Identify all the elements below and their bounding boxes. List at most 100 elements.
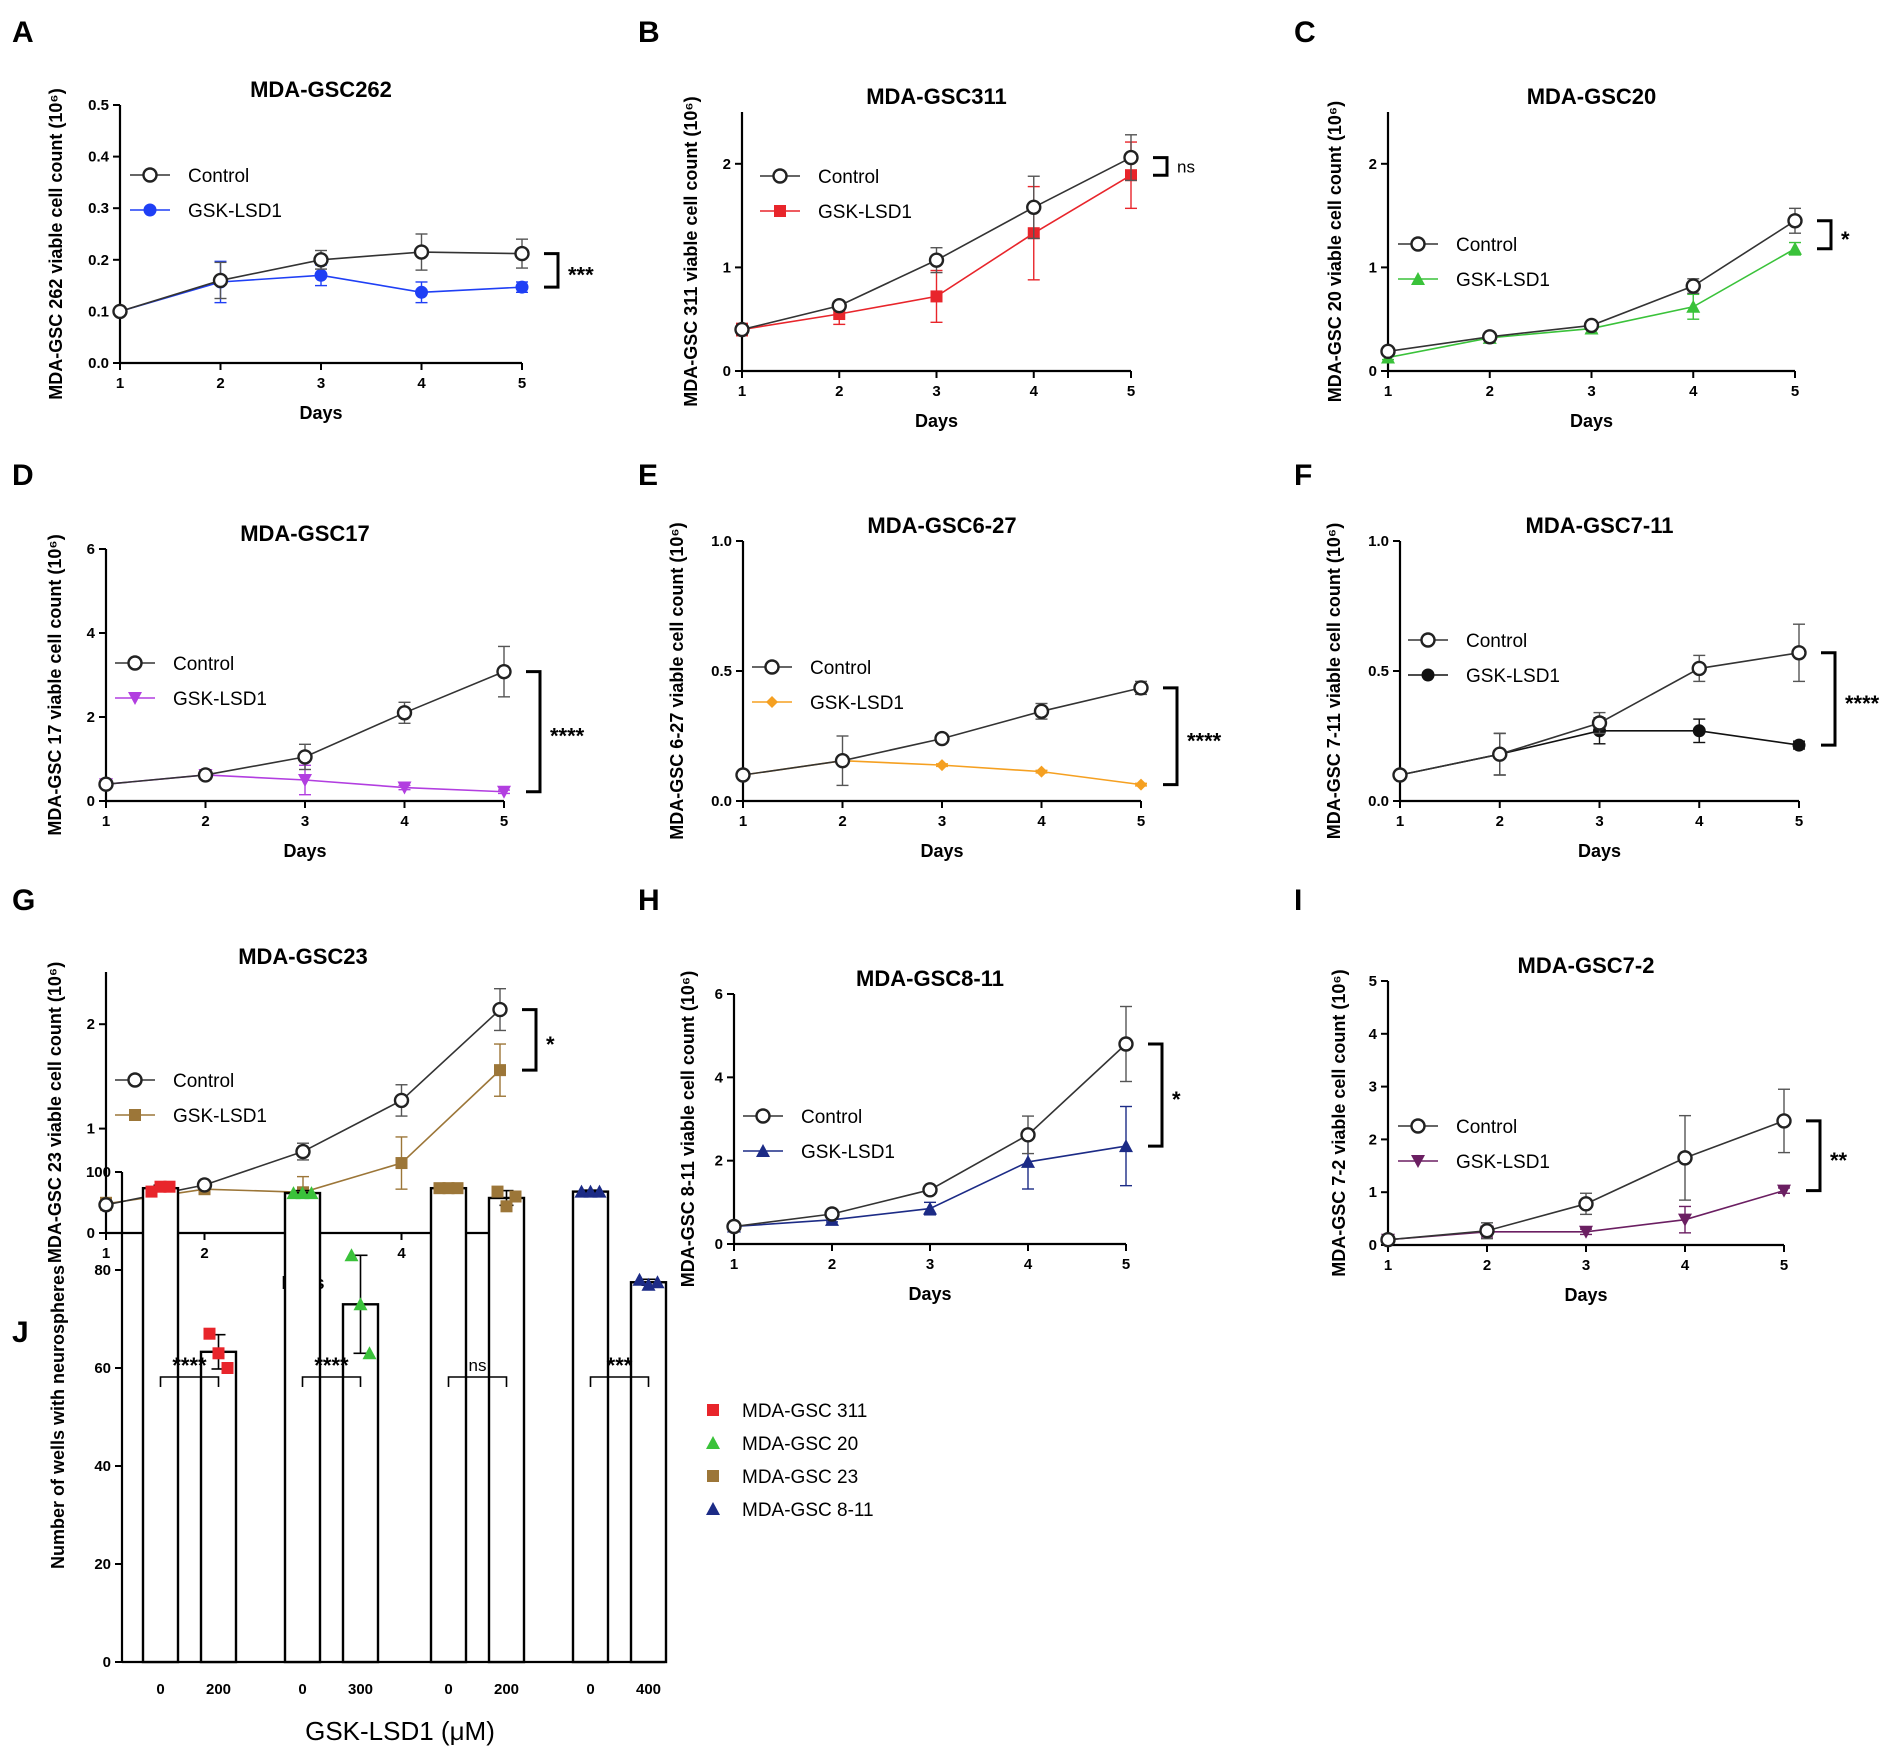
data-point	[1692, 724, 1706, 738]
y-axis-label: MDA-GSC 262 viable cell count (10⁶)	[46, 88, 66, 399]
y-axis-label: MDA-GSC 8-11 viable cell count (10⁶)	[678, 971, 698, 1287]
x-tick-label: 1	[1396, 813, 1404, 830]
x-tick-label: 4	[1689, 383, 1698, 400]
data-point	[583, 1184, 598, 1198]
y-tick-label: 80	[94, 1262, 111, 1279]
data-point	[734, 321, 750, 338]
data-point	[1578, 1196, 1594, 1212]
y-axis-label: MDA-GSC 17 viable cell count (10⁶)	[45, 534, 65, 835]
data-point	[496, 663, 512, 680]
legend-marker	[142, 167, 158, 183]
data-point	[491, 1185, 504, 1198]
data-point	[304, 1186, 319, 1200]
y-tick-label: 6	[715, 986, 723, 1003]
significance-bracket	[1806, 1119, 1822, 1193]
legend-marker	[766, 696, 778, 708]
data-point	[934, 730, 950, 747]
data-point	[1033, 703, 1050, 719]
x-tick-label: 200	[494, 1681, 519, 1698]
legend-label: Control	[1456, 235, 1517, 256]
x-tick-label: 1	[102, 1245, 110, 1262]
x-tick-label: 5	[500, 813, 508, 830]
y-tick-label: 2	[87, 1016, 95, 1033]
legend-label: GSK-LSD1	[1456, 270, 1550, 291]
series-line-0	[1387, 1120, 1785, 1241]
data-point	[497, 785, 511, 799]
x-tick-label: 2	[838, 813, 846, 830]
x-tick-label: 2	[1483, 1257, 1491, 1274]
significance-label: *	[1172, 1087, 1181, 1112]
bar	[283, 1191, 322, 1664]
x-tick-label: 2	[201, 813, 209, 830]
x-tick-label: 4	[400, 813, 409, 830]
legend-label: Control	[188, 166, 249, 187]
data-point	[726, 1218, 742, 1235]
data-point	[1119, 1139, 1133, 1153]
chart-title: MDA-GSC8-11	[856, 966, 1004, 991]
y-tick-label: 4	[87, 625, 96, 642]
legend-label: GSK-LSD1	[810, 693, 904, 714]
x-tick-label: 0	[298, 1681, 306, 1698]
data-point	[197, 767, 214, 783]
y-axis-label: MDA-GSC 7-11 viable cell count (10⁶)	[1324, 523, 1344, 839]
y-tick-label: 1	[87, 1121, 95, 1138]
y-tick-label: 0	[1369, 1237, 1377, 1254]
x-tick-label: 1	[102, 813, 110, 830]
x-tick-label: 4	[1695, 813, 1704, 830]
y-tick-label: 40	[94, 1458, 111, 1475]
y-tick-label: 0.2	[88, 252, 109, 269]
data-point	[98, 1197, 114, 1213]
y-tick-label: 2	[87, 709, 95, 726]
data-point	[344, 1248, 359, 1262]
data-point	[1776, 1113, 1792, 1129]
data-point	[112, 303, 128, 320]
legend-marker	[1421, 668, 1435, 682]
significance-label: ns	[469, 1356, 487, 1375]
data-point	[834, 753, 851, 769]
y-tick-label: 0	[103, 1654, 111, 1671]
data-point	[298, 774, 312, 787]
x-tick-label: 2	[200, 1245, 208, 1262]
y-axis-label: Number of wells with neurospheres	[48, 1265, 68, 1569]
y-tick-label: 0.5	[88, 97, 109, 114]
x-tick-label: 0	[156, 1681, 164, 1698]
panel-e: E MDA-GSC6-27 1 2 3 4 5 0.0 0.5 1.0 Days MDA-GSC 6-…	[638, 459, 1222, 861]
legend-marker	[1410, 1118, 1426, 1134]
data-point	[1583, 317, 1600, 334]
significance-bracket	[1163, 686, 1179, 787]
significance-label: ****	[550, 724, 585, 749]
data-point	[1118, 1036, 1134, 1052]
legend-label: GSK-LSD1	[173, 689, 267, 710]
significance-label: ***	[607, 1353, 633, 1378]
legend-label: MDA-GSC 20	[742, 1434, 858, 1455]
significance-bracket	[1148, 1042, 1164, 1148]
x-tick-label: 2	[216, 375, 224, 392]
legend-label: GSK-LSD1	[188, 201, 282, 222]
y-tick-label: 2	[1369, 1131, 1377, 1148]
data-point	[353, 1297, 368, 1311]
data-point	[1787, 213, 1803, 229]
chart-title: MDA-GSC6-27	[867, 513, 1016, 538]
y-tick-label: 0	[87, 793, 95, 810]
x-tick-label: 1	[1384, 1257, 1392, 1274]
significance-label: ****	[1845, 691, 1880, 716]
legend-label: Control	[1466, 631, 1527, 652]
x-axis-label: Days	[915, 411, 958, 431]
significance-bracket	[447, 1376, 508, 1387]
bar	[199, 1350, 238, 1664]
x-tick-label: 4	[1681, 1257, 1690, 1274]
x-tick-label: 400	[636, 1681, 661, 1698]
significance-bracket	[522, 1008, 538, 1072]
x-axis-label: Days	[1570, 411, 1613, 431]
series-line-0	[105, 1008, 501, 1206]
data-point	[221, 1362, 234, 1374]
x-tick-label: 5	[1137, 813, 1145, 830]
panel-letter: A	[12, 16, 34, 49]
y-tick-label: 0	[715, 1236, 723, 1253]
data-point	[203, 1327, 216, 1340]
data-point	[1479, 1223, 1495, 1239]
panel-letter: J	[12, 1316, 29, 1349]
x-tick-label: 3	[938, 813, 946, 830]
